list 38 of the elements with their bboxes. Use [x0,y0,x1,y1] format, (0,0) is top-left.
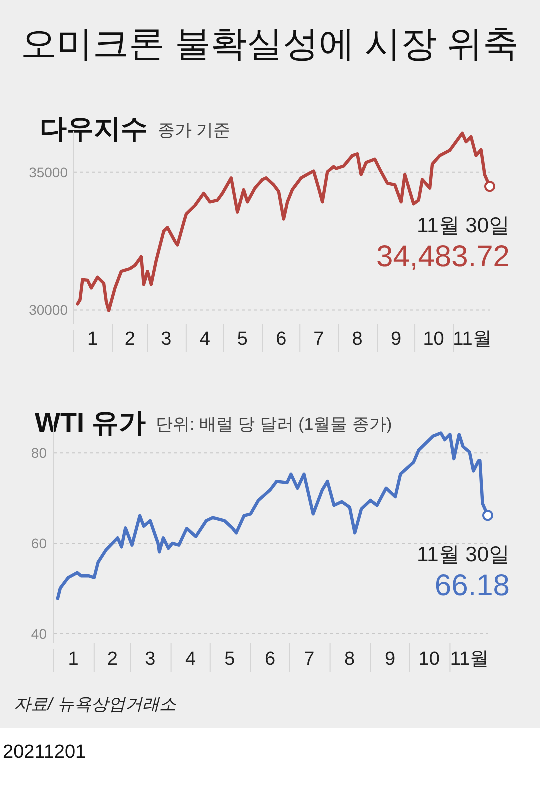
annotation: 11월 30일 [417,544,510,567]
y-tick-label: 40 [31,626,48,642]
y-tick-label: 30000 [29,302,68,318]
text: 자료/ 뉴욕상업거래소 [14,695,178,714]
annotation: 11월 30일 [417,214,510,238]
y-tick-label: 35000 [29,164,68,180]
x-tick-label: 3 [161,329,172,350]
x-tick-label: 6 [265,649,276,670]
text: 20211201 [3,742,86,763]
x-tick-label: 9 [391,329,402,350]
x-tick-label: 10 [423,329,444,350]
annotation: 66.18 [434,570,510,603]
x-tick-label: 9 [384,649,396,670]
x-tick-label: 4 [200,329,211,350]
x-tick-label: 6 [276,329,287,350]
x-tick-label: 1 [68,649,79,670]
x-tick-label: 7 [314,329,324,350]
y-tick-label: 80 [31,445,48,462]
x-tick-label: 8 [352,329,363,350]
x-tick-label: 11월 [450,649,490,670]
chart-title: WTI 유가 [35,408,146,438]
x-tick-label: 10 [418,649,440,670]
x-tick-label: 1 [87,329,98,350]
chart-title: 다우지수 [40,114,148,144]
x-tick-label: 5 [237,329,248,350]
x-tick-label: 2 [124,329,136,350]
chart-subtitle: 단위: 배럴 당 달러 (1월물 종가) [156,415,392,434]
x-tick-label: 5 [224,649,236,670]
x-tick-label: 11월 [453,329,492,350]
x-tick-label: 2 [107,649,118,670]
x-tick-label: 4 [186,649,197,670]
annotation: 34,483.72 [376,240,510,274]
x-tick-label: 8 [344,649,356,670]
chart-subtitle: 종가 기준 [158,121,231,140]
x-tick-label: 3 [145,649,156,670]
y-tick-label: 60 [31,536,48,552]
text: 오미크론 불확실성에 시장 위축 [20,23,520,64]
x-tick-label: 7 [304,649,315,670]
